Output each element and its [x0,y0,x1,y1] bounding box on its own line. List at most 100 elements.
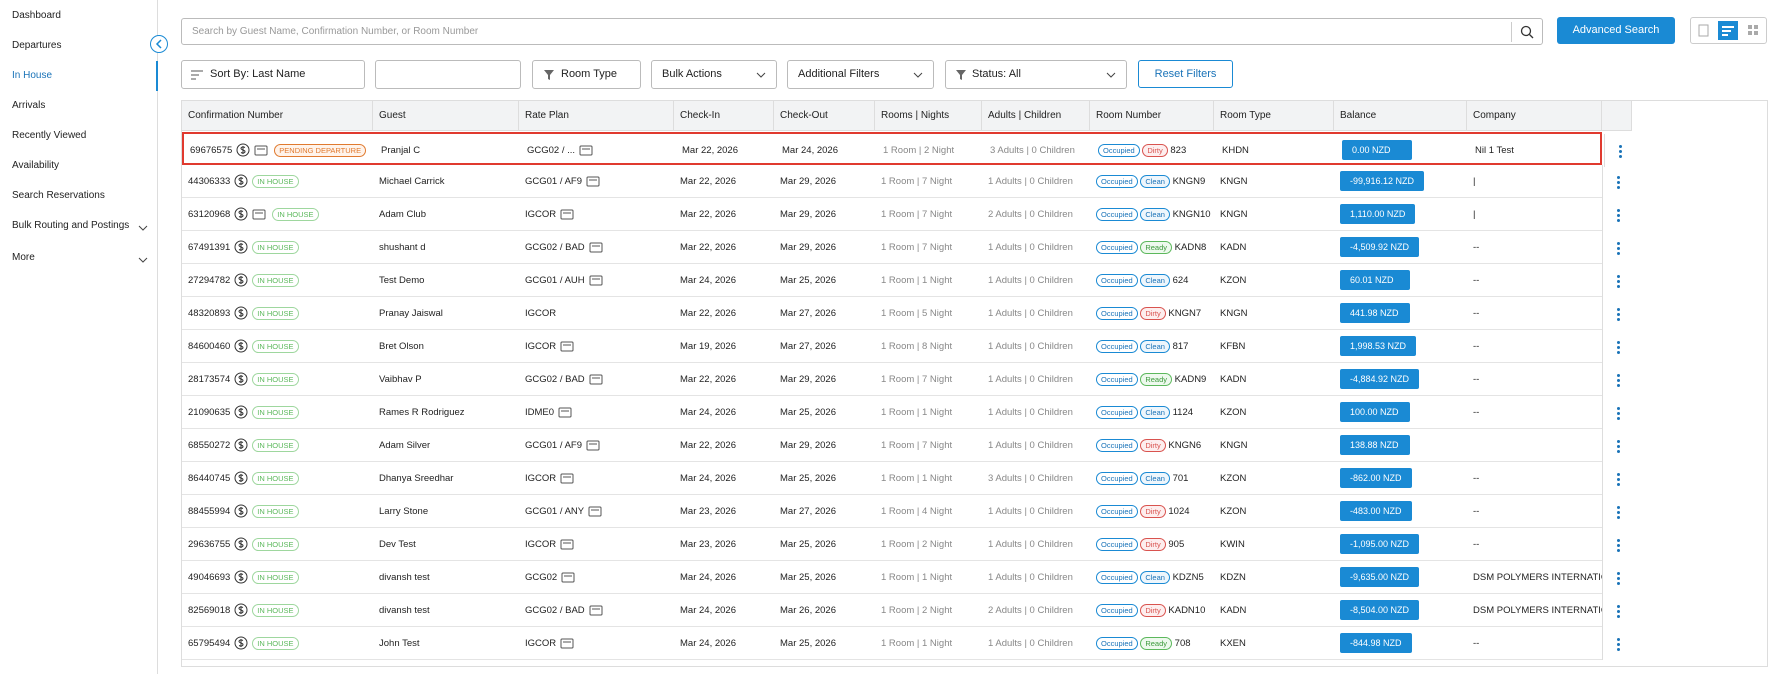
table-row[interactable]: 49046693 IN HOUSE divansh test GCG02 Mar 24,… [182,561,1620,594]
housekeeping-badge: Ready [1140,636,1173,650]
rate-icon [589,605,603,616]
nav-item[interactable]: Availability [12,160,60,171]
company: Nil 1 Test [1475,145,1514,156]
table-row[interactable]: 29636755 IN HOUSE Dev Test IGCOR Mar 23, 202… [182,528,1620,561]
balance-button[interactable]: -483.00 NZD [1340,501,1412,522]
check-in: Mar 22, 2026 [680,374,736,385]
balance-button[interactable]: -8,504.00 NZD [1340,600,1420,621]
row-actions[interactable] [1602,198,1632,231]
nav-item[interactable]: Bulk Routing and Postings [0,211,158,241]
row-actions[interactable] [1602,363,1632,396]
row-actions[interactable] [1602,297,1632,330]
row-actions[interactable] [1602,462,1632,495]
table-row[interactable]: 69676575 PENDING DEPARTURE Pranjal C GCG02 … [182,132,1622,167]
rooms-nights: 1 Room | 1 Night [881,275,953,286]
sort-dropdown[interactable]: Sort By: Last Name [181,60,365,89]
dot [1617,610,1620,613]
balance-button[interactable]: 441.98 NZD [1340,303,1410,324]
nav-item[interactable]: More [0,243,158,273]
bulk-actions-label: Bulk Actions [662,68,722,80]
row-actions[interactable] [1602,561,1632,594]
view-icons[interactable] [1691,18,1768,43]
row-actions[interactable] [1602,627,1632,660]
table-row[interactable]: 44306333 IN HOUSE Michael Carrick GCG01 / A… [182,165,1620,198]
table-row[interactable]: 84600460 IN HOUSE Bret Olson IGCOR Mar 19, 2… [182,330,1620,363]
balance-button[interactable]: -4,509.92 NZD [1340,237,1420,258]
row-actions[interactable] [1602,165,1632,198]
room-number: 905 [1168,539,1185,550]
room-number: 701 [1172,473,1189,484]
status-badge: IN HOUSE [252,438,299,452]
cell: -- [1467,462,1602,495]
bulk-actions-dropdown[interactable]: Bulk Actions [651,60,777,89]
nav-item[interactable]: Dashboard [12,10,61,21]
confirmation: 69676575 [190,145,233,156]
dot [1617,417,1620,420]
row-actions[interactable] [1602,429,1632,462]
occupancy-badge: Occupied [1096,438,1138,452]
table-row[interactable]: 67491391 IN HOUSE shushant d GCG02 / BAD Mar… [182,231,1620,264]
balance-button[interactable]: -862.00 NZD [1340,468,1412,489]
dot [1617,582,1620,585]
room-number: KNGN6 [1168,440,1202,451]
row-actions[interactable] [1602,264,1632,297]
balance-button[interactable]: 1,110.00 NZD [1340,204,1416,225]
nav-item[interactable]: Arrivals [12,100,46,111]
rate-plan: GCG02 / BAD [525,605,585,616]
collapse-button[interactable] [150,35,168,53]
cell: Mar 25, 2026 [774,528,875,561]
row-actions[interactable] [1602,495,1632,528]
room-number: 823 [1170,145,1187,156]
row-actions[interactable] [1602,594,1632,627]
chevron-icon [913,72,923,78]
company: -- [1473,242,1480,253]
reset-filters-button[interactable]: Reset Filters [1138,60,1233,88]
balance-button[interactable]: 138.88 NZD [1340,435,1410,456]
rate-icon [579,145,593,156]
balance-button[interactable]: -844.98 NZD [1340,633,1412,654]
table-row[interactable]: 21090635 IN HOUSE Rames R Rodriguez IDME0 Ma… [182,396,1620,429]
balance-button[interactable]: 60.01 NZD [1340,270,1410,291]
nav-item[interactable]: Departures [12,40,62,51]
table-row[interactable]: 48320893 IN HOUSE Pranay Jaiswal IGCOR Mar 2… [182,297,1620,330]
search-input[interactable]: Search by Guest Name, Confirmation Numbe… [181,18,1543,45]
row-actions[interactable] [1602,231,1632,264]
balance-button[interactable]: -99,916.12 NZD [1340,171,1425,192]
balance-button[interactable]: -4,884.92 NZD [1340,369,1420,390]
table-row[interactable]: 88455994 IN HOUSE Larry Stone GCG01 / ANY Ma… [182,495,1620,528]
nav-item[interactable]: Recently Viewed [12,130,87,141]
table-row[interactable]: 27294782 IN HOUSE Test Demo GCG01 / AUH Mar … [182,264,1620,297]
row-actions[interactable] [1604,134,1634,167]
additional-filters-dropdown[interactable]: Additional Filters [787,60,934,89]
balance-button[interactable]: 1,998.53 NZD [1340,336,1417,357]
adults-children: 1 Adults | 0 Children [988,242,1073,253]
room-type-filter[interactable]: Room Type [532,60,641,89]
table-row[interactable]: 68550272 IN HOUSE Adam Silver GCG01 / AF9 Ma… [182,429,1620,462]
row-actions[interactable] [1602,396,1632,429]
additional-filters-label: Additional Filters [798,68,880,80]
balance-button[interactable]: 0.00 NZD [1342,140,1412,161]
cell: 44306333 IN HOUSE [182,165,373,198]
dollar-icon [234,405,248,419]
company: -- [1473,506,1480,517]
cell: Mar 22, 2026 [674,363,774,396]
cell: John Test [373,627,519,660]
nav-item[interactable]: In House [0,61,158,91]
row-actions[interactable] [1602,330,1632,363]
balance-button[interactable]: -1,095.00 NZD [1340,534,1420,555]
status-dropdown[interactable]: Status: All [945,60,1127,89]
advanced-search-button[interactable]: Advanced Search [1557,17,1675,44]
adults-children: 1 Adults | 0 Children [988,308,1073,319]
balance-button[interactable]: 100.00 NZD [1340,402,1410,423]
filter-input[interactable] [375,60,521,89]
table-row[interactable]: 86440745 IN HOUSE Dhanya Sreedhar IGCOR Mar … [182,462,1620,495]
table-row[interactable]: 65795494 IN HOUSE John Test IGCOR Mar 24, 20… [182,627,1620,660]
nav-item[interactable]: Search Reservations [12,190,105,201]
table-row[interactable]: 63120968 IN HOUSE Adam Club IGCOR Mar 22, 20… [182,198,1620,231]
cell: Dhanya Sreedhar [373,462,519,495]
occupancy-badge: Occupied [1096,603,1138,617]
row-actions[interactable] [1602,528,1632,561]
table-row[interactable]: 82569018 IN HOUSE divansh test GCG02 / BAD M… [182,594,1620,627]
balance-button[interactable]: -9,635.00 NZD [1340,567,1420,588]
table-row[interactable]: 28173574 IN HOUSE Vaibhav P GCG02 / BAD Mar … [182,363,1620,396]
